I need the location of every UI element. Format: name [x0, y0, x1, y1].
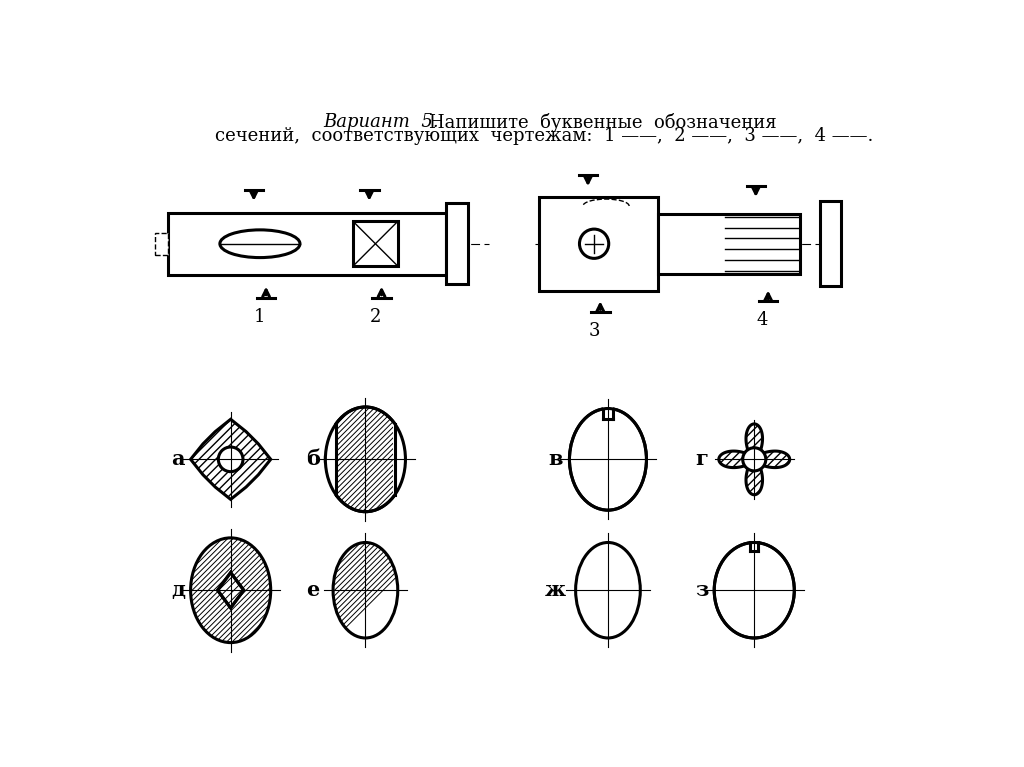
Bar: [819, 202, 842, 286]
Bar: [353, 222, 397, 266]
Bar: [602, 406, 613, 419]
Polygon shape: [217, 572, 244, 608]
Text: 3: 3: [589, 321, 600, 340]
Bar: [393, 423, 407, 495]
Bar: [156, 233, 168, 255]
Bar: [658, 214, 801, 274]
Text: сечений,  соответствующих  чертежам:  1 ——,  2 ——,  3 ——,  4 ——.: сечений, соответствующих чертежам: 1 ——,…: [215, 127, 873, 145]
Text: 4: 4: [757, 311, 768, 329]
Text: е: е: [306, 580, 319, 601]
Text: з: з: [695, 580, 709, 601]
Polygon shape: [190, 420, 270, 499]
Bar: [168, 213, 446, 275]
Text: б: б: [306, 449, 321, 469]
Bar: [446, 203, 468, 284]
Circle shape: [580, 229, 608, 258]
Text: а: а: [172, 449, 185, 469]
Polygon shape: [719, 424, 790, 495]
Text: 2: 2: [370, 308, 381, 326]
Text: Вариант  5.: Вариант 5.: [323, 113, 438, 131]
Text: д: д: [171, 580, 185, 601]
Text: 1: 1: [254, 308, 265, 326]
Text: г: г: [695, 449, 709, 469]
Circle shape: [218, 447, 243, 472]
Bar: [324, 423, 338, 495]
Text: ж: ж: [545, 580, 566, 601]
Bar: [751, 539, 758, 551]
Circle shape: [742, 448, 766, 471]
Text: в: в: [548, 449, 563, 469]
Text: Напишите  буквенные  обозначения: Напишите буквенные обозначения: [429, 113, 777, 132]
Bar: [539, 197, 658, 291]
Ellipse shape: [220, 230, 300, 258]
